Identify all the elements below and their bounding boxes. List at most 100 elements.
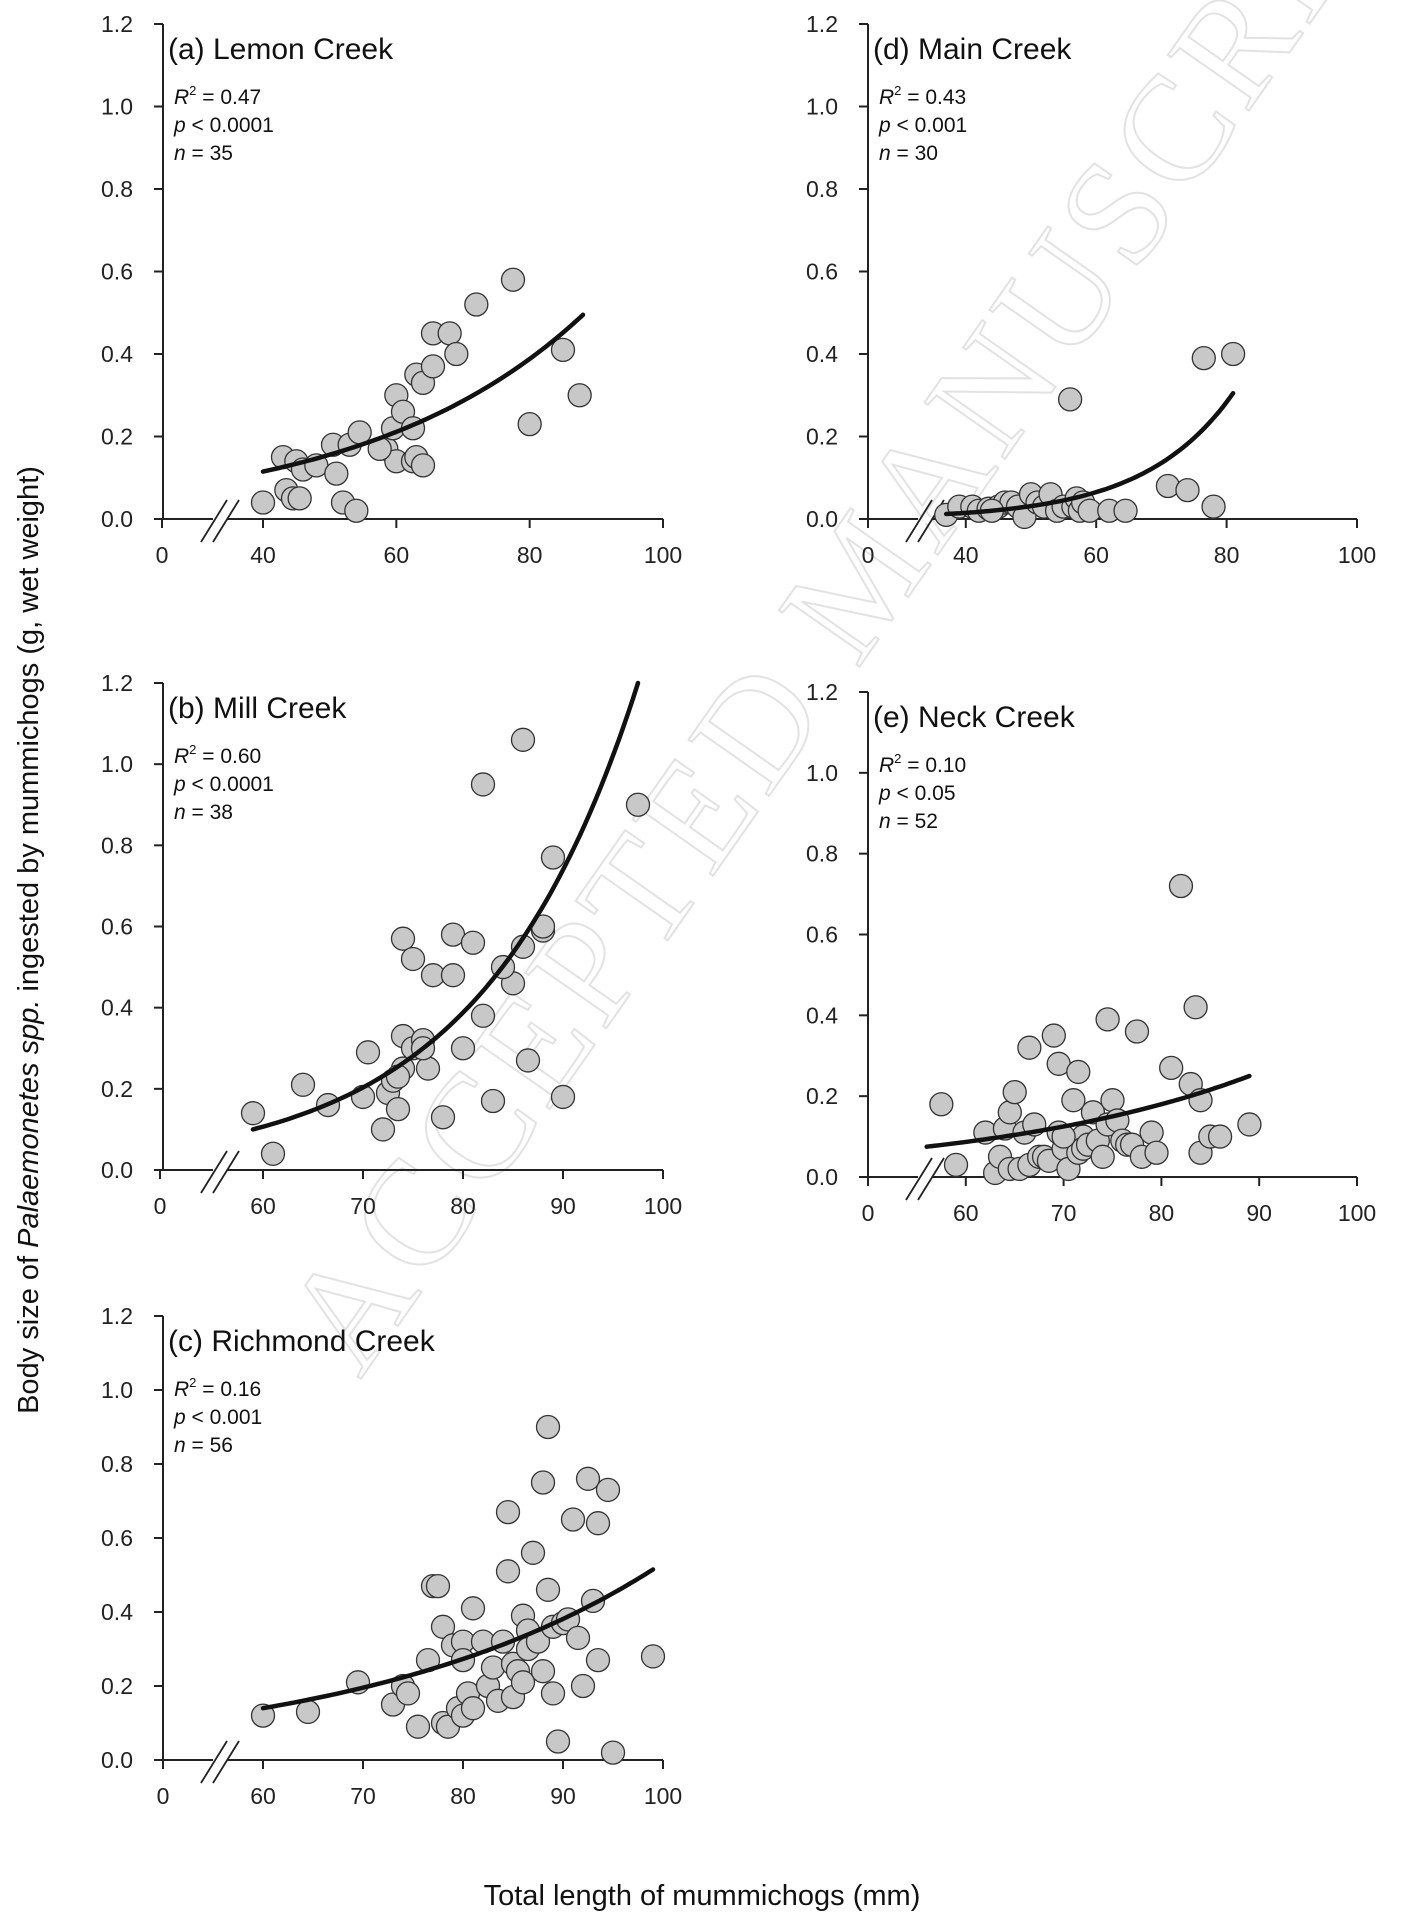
y-tick-label: 0.0 [101, 1747, 133, 1773]
stat-r2: R2 = 0.60 [174, 742, 261, 768]
x-tick-label: 60 [384, 542, 410, 568]
x-tick-label: 70 [350, 1193, 376, 1219]
y-tick-label: 1.0 [806, 760, 838, 786]
data-point [430, 1614, 456, 1639]
data-point [550, 337, 576, 363]
panel-title: (d) Main Creek [873, 33, 1072, 66]
y-axis-title-italic: Palaemonetes spp. [13, 1000, 45, 1248]
data-point [440, 963, 466, 988]
stat-n: n = 56 [174, 1434, 233, 1457]
axis-break-gap [213, 517, 227, 523]
data-point [550, 1084, 576, 1110]
fit-line [943, 390, 1236, 517]
data-point [400, 946, 426, 972]
data-point [370, 1117, 396, 1142]
y-tick-label: 1.2 [806, 679, 838, 705]
data-point [460, 930, 486, 955]
stat-r2: R2 = 0.43 [879, 83, 966, 109]
data-point [464, 292, 489, 317]
x-tick-label: 60 [250, 1783, 276, 1809]
data-point [595, 1477, 621, 1503]
stat-n: n = 52 [879, 810, 938, 833]
x-tick-label: 70 [350, 1783, 376, 1809]
axis-break-gap [213, 1168, 227, 1174]
axis-break-mark [212, 499, 240, 543]
y-tick-label: 1.0 [806, 94, 838, 120]
data-point [560, 1507, 586, 1532]
data-point [1057, 387, 1083, 412]
data-point [250, 490, 276, 515]
data-point [575, 1466, 601, 1491]
stat-p: p < 0.0001 [173, 114, 274, 137]
data-point [495, 1499, 521, 1525]
data-point [1237, 1112, 1262, 1137]
x-tick-label: 0 [157, 1783, 170, 1809]
data-point [450, 1036, 476, 1061]
data-point [1095, 1007, 1120, 1032]
axis-break-mark [200, 499, 228, 543]
x-tick-label: 80 [450, 1193, 476, 1219]
y-axis-title: Body size of Palaemonetes spp. ingested … [13, 466, 45, 1414]
data-point [410, 453, 436, 478]
data-point [415, 1056, 441, 1081]
stat-r2: R2 = 0.10 [879, 751, 966, 777]
panel-4: 0.0 0.2 0.4 0.6 0.8 1.0 1.2 0 60 70 80 90 100 (e) Nec… [806, 679, 1376, 1226]
data-point [929, 1092, 954, 1117]
data-point [1220, 341, 1246, 367]
data-point [290, 1072, 316, 1097]
data-point [295, 1699, 321, 1725]
stat-p: p < 0.05 [878, 782, 956, 805]
y-tick-label: 0.4 [806, 1002, 838, 1028]
stat-n: n = 38 [174, 801, 233, 824]
data-point [1124, 1019, 1150, 1044]
y-tick-label: 0.6 [806, 922, 838, 948]
x-tick-label: 40 [953, 542, 979, 568]
x-tick-label: 80 [1214, 542, 1240, 568]
stat-p: p < 0.001 [173, 1406, 262, 1429]
fit-line [260, 312, 586, 474]
panel-2: 0.0 0.2 0.4 0.6 0.8 1.0 1.2 0 60 70 80 90 100 (c) Ric… [101, 1303, 682, 1809]
data-point [943, 1152, 969, 1178]
data-point [567, 383, 592, 408]
y-tick-label: 0.4 [101, 341, 133, 367]
axis-break-mark [212, 1740, 240, 1784]
data-point [1002, 1079, 1027, 1105]
data-point [355, 1040, 381, 1065]
data-point [585, 1647, 611, 1673]
x-tick-label: 100 [1338, 542, 1376, 568]
axis-break-mark [905, 1157, 933, 1201]
panel-3: 0.0 0.2 0.4 0.6 0.8 1.0 1.2 0 40 60 80 100 (d) Main … [806, 11, 1376, 568]
y-axis-title-suffix: ingested by mummichogs (g, wet weight) [13, 466, 45, 1000]
x-tick-label: 100 [644, 1193, 682, 1219]
data-point [260, 1141, 286, 1166]
y-tick-label: 1.2 [101, 1303, 133, 1329]
data-point [1159, 1055, 1184, 1081]
panel-title: (a) Lemon Creek [168, 33, 394, 66]
axis-break-mark [200, 1740, 228, 1784]
data-point [385, 1096, 411, 1122]
y-tick-label: 0.0 [101, 506, 133, 532]
axis-break-mark [212, 1150, 240, 1194]
axis-break-mark [200, 1150, 228, 1194]
x-tick-label: 80 [1149, 1200, 1175, 1226]
data-point [324, 461, 349, 486]
data-point [250, 1703, 276, 1728]
data-point [405, 1714, 431, 1739]
data-point [640, 1644, 666, 1669]
data-point [515, 1048, 541, 1073]
x-axis-title: Total length of mummichogs (mm) [484, 1880, 921, 1912]
axis-break-mark [905, 499, 933, 543]
y-tick-label: 0.6 [101, 259, 133, 285]
x-tick-label: 80 [450, 1783, 476, 1809]
data-point [540, 1681, 566, 1706]
stat-r2: R2 = 0.16 [174, 1375, 261, 1401]
data-point [344, 498, 369, 523]
data-point [395, 1681, 421, 1706]
x-tick-label: 100 [1338, 1200, 1376, 1226]
y-axis-title-prefix: Body size of [13, 1248, 45, 1414]
data-point [470, 772, 496, 797]
data-point [600, 1740, 626, 1765]
y-tick-label: 0.2 [101, 424, 133, 450]
panel-title: (c) Richmond Creek [168, 1325, 436, 1358]
stat-r2: R2 = 0.47 [174, 83, 261, 109]
